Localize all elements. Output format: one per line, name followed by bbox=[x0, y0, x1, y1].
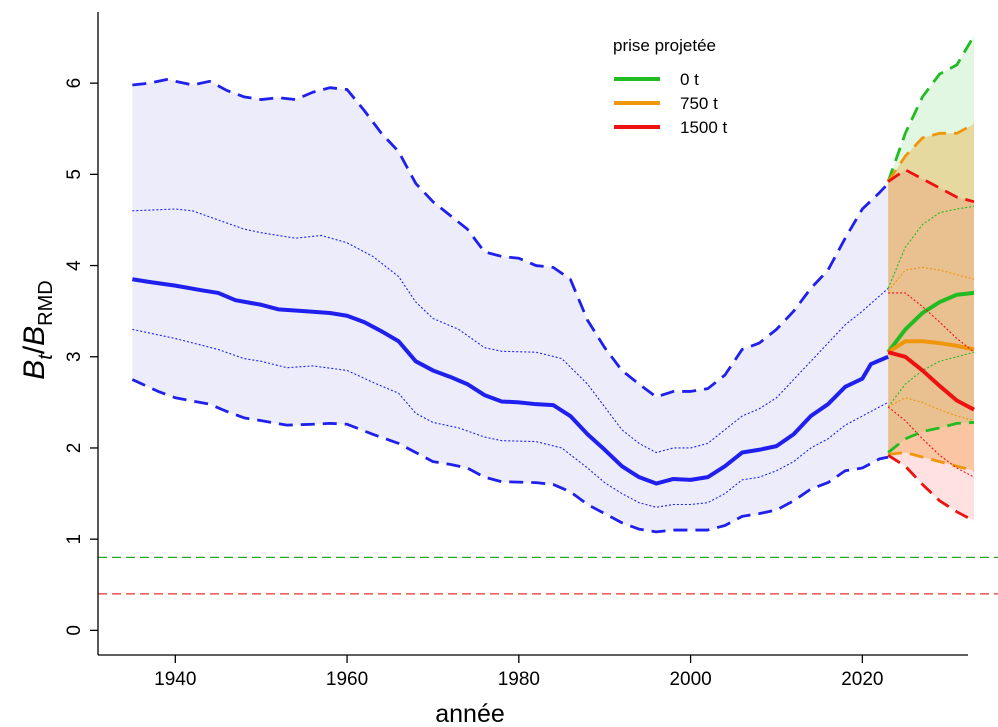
x-tick-label: 2000 bbox=[669, 669, 711, 690]
y-label-part: RMD bbox=[35, 280, 57, 326]
series-line bbox=[886, 122, 975, 183]
fills bbox=[132, 35, 975, 532]
series-line bbox=[887, 351, 975, 408]
series-line bbox=[132, 208, 889, 454]
series-line bbox=[887, 168, 975, 204]
y-tick-label: 1 bbox=[64, 534, 85, 545]
band bbox=[888, 35, 975, 453]
lines bbox=[98, 35, 998, 595]
series-line bbox=[887, 339, 975, 354]
y-axis-label: Bt/BRMD bbox=[18, 280, 57, 379]
band bbox=[888, 169, 975, 521]
y-label-part: B bbox=[18, 360, 51, 380]
y-tick-label: 6 bbox=[64, 78, 85, 89]
series-line bbox=[132, 78, 890, 399]
y-tick-label: 5 bbox=[64, 169, 85, 180]
band bbox=[888, 124, 975, 471]
series-line bbox=[887, 205, 975, 289]
y-label-part: B bbox=[18, 326, 51, 346]
y-tick-label: 4 bbox=[64, 260, 85, 271]
legend-label: 1500 t bbox=[680, 118, 728, 137]
series-line bbox=[887, 397, 975, 422]
series-line bbox=[887, 350, 975, 412]
band bbox=[132, 79, 889, 532]
series-line bbox=[132, 328, 889, 508]
legend-label: 750 t bbox=[680, 94, 718, 113]
x-tick-label: 1960 bbox=[326, 669, 368, 690]
series-line bbox=[886, 35, 976, 183]
series-line bbox=[887, 266, 975, 292]
series-line bbox=[886, 290, 975, 354]
series-line bbox=[887, 421, 975, 454]
legend-label: 0 t bbox=[680, 70, 699, 89]
y-label-part: t bbox=[35, 353, 57, 360]
y-label-part: / bbox=[18, 345, 51, 354]
series-line bbox=[887, 454, 975, 523]
y-tick-label: 0 bbox=[64, 625, 85, 636]
x-tick-label: 2020 bbox=[841, 669, 883, 690]
series-line bbox=[131, 378, 889, 534]
series-line bbox=[888, 292, 975, 353]
x-tick-label: 1980 bbox=[498, 669, 540, 690]
x-tick-label: 1940 bbox=[154, 669, 196, 690]
series-line bbox=[887, 451, 975, 473]
y-tick-label: 2 bbox=[64, 443, 85, 454]
series-line bbox=[132, 277, 889, 486]
x-axis-label: année bbox=[435, 700, 505, 727]
y-tick-label: 3 bbox=[64, 351, 85, 362]
legend-title: prise projetée bbox=[613, 36, 716, 55]
